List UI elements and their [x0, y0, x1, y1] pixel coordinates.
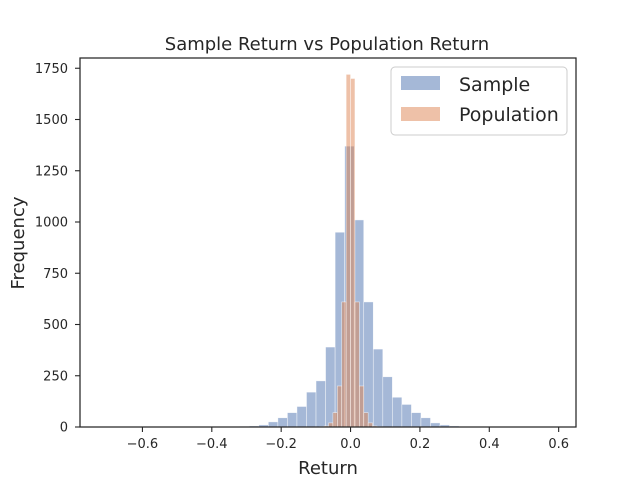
- bar-sample-15: [382, 376, 393, 428]
- bar-population-3: [332, 412, 338, 428]
- legend: Sample Population: [390, 66, 568, 136]
- bar-sample-8: [315, 380, 326, 428]
- y-tick-label-0: 0: [60, 421, 68, 436]
- x-tick-label-3: 0.0: [340, 437, 361, 452]
- bars-layer: [239, 74, 469, 428]
- bar-population-6: [345, 74, 351, 428]
- bar-sample-18: [411, 412, 422, 428]
- y-tick-label-3: 750: [43, 267, 68, 282]
- chart-title: Sample Return vs Population Return: [165, 34, 489, 55]
- bar-sample-7: [306, 391, 317, 428]
- bar-sample-16: [392, 396, 403, 428]
- y-tick-label-5: 1250: [35, 164, 68, 179]
- x-tick-label-2: −0.2: [265, 437, 297, 452]
- bar-population-10: [363, 412, 369, 428]
- bar-sample-14: [372, 348, 384, 428]
- bar-population-7: [350, 78, 356, 428]
- bar-population-9: [359, 385, 365, 428]
- y-axis-label: Frequency: [8, 196, 29, 289]
- x-tick-label-4: 0.2: [410, 437, 431, 452]
- bar-sample-6: [296, 406, 307, 428]
- bar-population-4: [337, 385, 343, 428]
- x-axis-label: Return: [298, 458, 358, 479]
- x-tick-label-5: 0.4: [479, 437, 500, 452]
- plot-frame: [79, 57, 577, 428]
- ticks-layer: −0.6 −0.4 −0.2 0.0 0.2 0.4 0.6 0 250 500 750 1000 12…: [35, 62, 569, 452]
- y-tick-label-1: 250: [43, 369, 68, 384]
- bar-sample-13: [363, 301, 374, 428]
- y-tick-label-4: 1000: [35, 216, 68, 231]
- bar-sample-4: [277, 417, 288, 428]
- legend-swatch-population: [401, 107, 440, 121]
- legend-label-sample: Sample: [459, 74, 530, 96]
- x-tick-label-0: −0.6: [127, 437, 159, 452]
- x-tick-label-6: 0.6: [548, 437, 569, 452]
- bar-sample-3: [268, 421, 279, 428]
- bar-population-5: [341, 301, 347, 428]
- bar-sample-19: [420, 417, 431, 428]
- y-tick-label-6: 1500: [35, 113, 68, 128]
- x-tick-label-1: −0.4: [196, 437, 228, 452]
- bar-sample-5: [287, 412, 298, 428]
- bar-sample-17: [401, 404, 412, 428]
- y-tick-label-2: 500: [43, 318, 68, 333]
- legend-swatch-sample: [401, 76, 440, 90]
- y-tick-label-7: 1750: [35, 62, 68, 77]
- bar-population-8: [354, 301, 360, 428]
- legend-label-population: Population: [459, 104, 559, 126]
